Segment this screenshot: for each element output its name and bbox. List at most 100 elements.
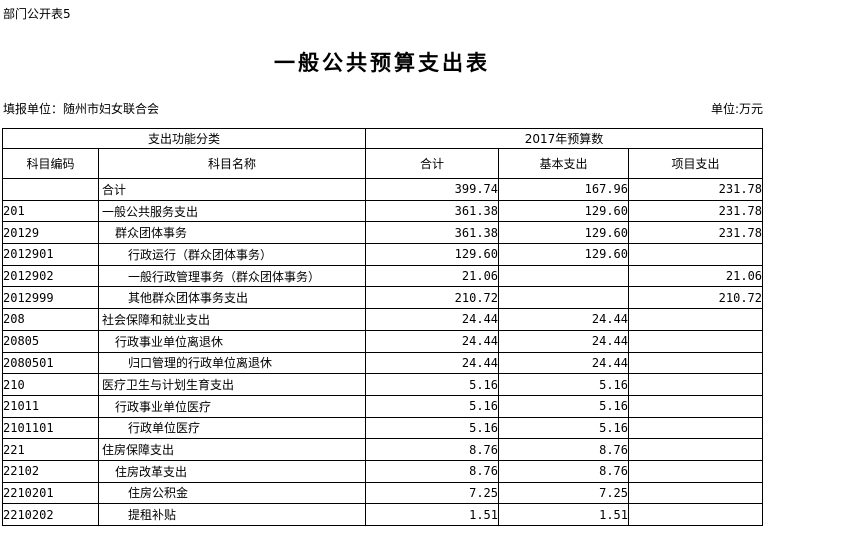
total-cell: 361.38: [365, 199, 500, 223]
header-function-group: 支出功能分类: [1, 128, 367, 149]
project-expense-cell: 231.78: [628, 178, 764, 201]
project-expense-cell: [628, 503, 764, 526]
total-cell: 5.16: [365, 416, 500, 440]
table-row: 208 社会保障和就业支出 24.44 24.44: [2, 308, 764, 331]
basic-expense-cell: 7.25: [498, 481, 630, 505]
table-row: 21011 行政事业单位医疗 5.16 5.16: [2, 394, 764, 418]
subject-name-cell: 其他群众团体事务支出: [97, 286, 367, 310]
total-cell: 8.76: [365, 438, 500, 461]
basic-expense-cell: 129.60: [498, 199, 630, 223]
project-expense-cell: [628, 394, 764, 418]
basic-expense-cell: 8.76: [498, 438, 630, 461]
subject-code-cell: 210: [2, 373, 99, 396]
currency-unit-label: 单位:万元: [710, 102, 763, 116]
total-cell: 7.25: [365, 481, 500, 505]
subject-name-cell: 行政运行（群众团体事务）: [97, 243, 367, 266]
reporting-unit-label: 填报单位：随州市妇女联合会: [3, 102, 160, 116]
table-row: 2101101 行政单位医疗 5.16 5.16: [2, 416, 764, 440]
subject-name-cell: 社会保障和就业支出: [97, 308, 367, 331]
subject-code-cell: 2210201: [2, 481, 99, 505]
subject-name-cell: 一般行政管理事务（群众团体事务）: [97, 264, 367, 288]
subject-code-cell: 2210202: [2, 503, 99, 526]
subject-code-cell: 2012901: [2, 243, 99, 266]
subject-code-cell: [2, 178, 99, 201]
basic-expense-cell: 8.76: [498, 459, 630, 483]
subject-code-cell: 2012999: [2, 286, 99, 310]
basic-expense-cell: 5.16: [498, 394, 630, 418]
header-col-project: 项目支出: [628, 148, 764, 179]
subject-code-cell: 208: [2, 308, 99, 331]
total-cell: 21.06: [365, 264, 500, 288]
project-expense-cell: [628, 459, 764, 483]
table-row: 2210201 住房公积金 7.25 7.25: [2, 481, 764, 505]
budget-table-header: 支出功能分类 2017年预算数 科目编码 科目名称 合计 基本支出 项目支出: [1, 128, 764, 179]
subject-code-cell: 20129: [2, 221, 99, 245]
project-expense-cell: [628, 351, 764, 375]
project-expense-cell: [628, 329, 764, 353]
total-cell: 24.44: [365, 308, 500, 331]
total-cell: 210.72: [365, 286, 500, 310]
header-columns-row: 科目编码 科目名称 合计 基本支出 项目支出: [2, 148, 764, 179]
subject-code-cell: 221: [2, 438, 99, 461]
project-expense-cell: [628, 373, 764, 396]
table-row: 2080501 归口管理的行政单位离退休 24.44 24.44: [2, 351, 764, 375]
total-cell: 5.16: [365, 394, 500, 418]
table-row: 221 住房保障支出 8.76 8.76: [2, 438, 764, 461]
project-expense-cell: 21.06: [628, 264, 764, 288]
table-row: 2012999 其他群众团体事务支出 210.72 210.72: [2, 286, 764, 310]
budget-table: 支出功能分类 2017年预算数 科目编码 科目名称 合计 基本支出 项目支出 合…: [1, 128, 764, 526]
subject-name-cell: 住房改革支出: [97, 459, 367, 483]
subject-name-cell: 医疗卫生与计划生育支出: [97, 373, 367, 396]
page-title: 一般公共预算支出表: [274, 51, 490, 75]
basic-expense-cell: 167.96: [498, 178, 630, 201]
table-row: 合计 399.74 167.96 231.78: [2, 178, 764, 201]
subject-name-cell: 行政事业单位离退休: [97, 329, 367, 353]
basic-expense-cell: 24.44: [498, 329, 630, 353]
doc-label: 部门公开表5: [3, 7, 71, 21]
total-cell: 8.76: [365, 459, 500, 483]
header-group-row: 支出功能分类 2017年预算数: [1, 128, 764, 149]
total-cell: 361.38: [365, 221, 500, 245]
subject-name-cell: 合计: [97, 178, 367, 201]
basic-expense-cell: 24.44: [498, 351, 630, 375]
project-expense-cell: [628, 481, 764, 505]
subject-code-cell: 20805: [2, 329, 99, 353]
basic-expense-cell: 5.16: [498, 416, 630, 440]
basic-expense-cell: 129.60: [498, 221, 630, 245]
subject-name-cell: 提租补贴: [97, 503, 367, 526]
subject-code-cell: 2080501: [2, 351, 99, 375]
table-row: 22102 住房改革支出 8.76 8.76: [2, 459, 764, 483]
total-cell: 24.44: [365, 351, 500, 375]
subject-code-cell: 21011: [2, 394, 99, 418]
header-col-total: 合计: [365, 148, 500, 179]
project-expense-cell: [628, 416, 764, 440]
project-expense-cell: [628, 243, 764, 266]
subject-name-cell: 住房公积金: [97, 481, 367, 505]
project-expense-cell: [628, 438, 764, 461]
subject-name-cell: 群众团体事务: [97, 221, 367, 245]
table-row: 2210202 提租补贴 1.51 1.51: [2, 503, 764, 526]
subject-name-cell: 行政单位医疗: [97, 416, 367, 440]
basic-expense-cell: [498, 286, 630, 310]
project-expense-cell: 231.78: [628, 199, 764, 223]
subject-name-cell: 一般公共服务支出: [97, 199, 367, 223]
subject-code-cell: 22102: [2, 459, 99, 483]
basic-expense-cell: 1.51: [498, 503, 630, 526]
header-col-basic: 基本支出: [498, 148, 630, 179]
table-row: 20805 行政事业单位离退休 24.44 24.44: [2, 329, 764, 353]
basic-expense-cell: 129.60: [498, 243, 630, 266]
subject-name-cell: 行政事业单位医疗: [97, 394, 367, 418]
basic-expense-cell: 24.44: [498, 308, 630, 331]
subject-code-cell: 2101101: [2, 416, 99, 440]
table-row: 201 一般公共服务支出 361.38 129.60 231.78: [2, 199, 764, 223]
total-cell: 24.44: [365, 329, 500, 353]
table-row: 210 医疗卫生与计划生育支出 5.16 5.16: [2, 373, 764, 396]
table-row: 2012901 行政运行（群众团体事务） 129.60 129.60: [2, 243, 764, 266]
total-cell: 1.51: [365, 503, 500, 526]
total-cell: 399.74: [365, 178, 500, 201]
subject-code-cell: 201: [2, 199, 99, 223]
header-col-code: 科目编码: [2, 148, 99, 179]
project-expense-cell: [628, 308, 764, 331]
unit-info-row: 填报单位：随州市妇女联合会 单位:万元: [3, 102, 763, 117]
